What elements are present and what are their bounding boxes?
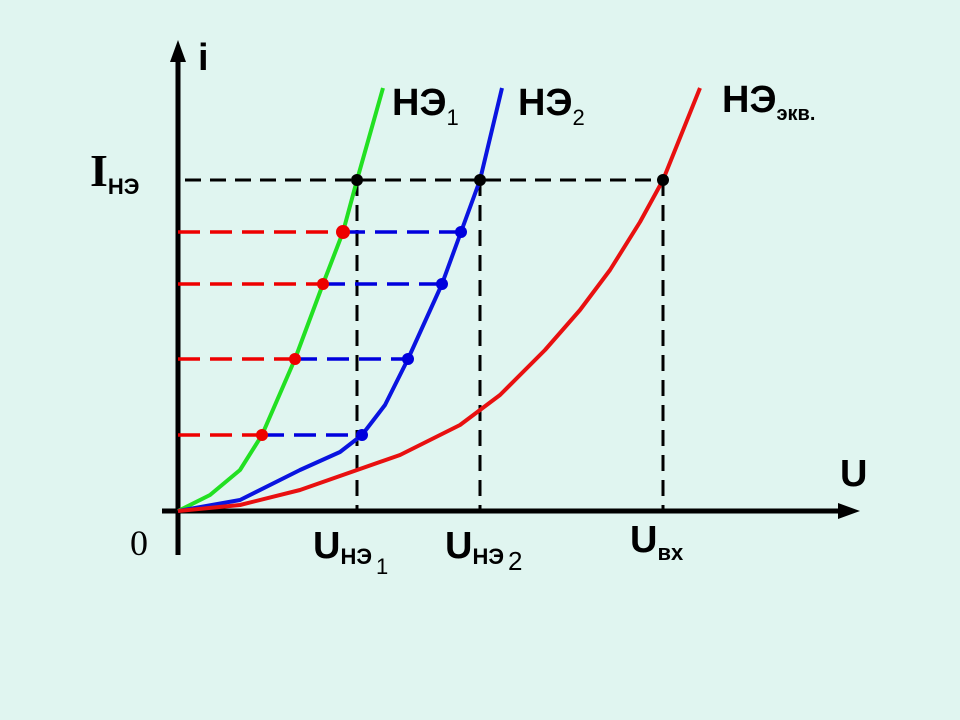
label-main: НЭ [518, 82, 572, 124]
label-sub: НЭ [108, 174, 140, 199]
x-axis-label: U [840, 453, 867, 495]
label-sub: 1 [446, 105, 458, 130]
curve-label: НЭэкв. [722, 79, 815, 125]
label-sub: НЭ [472, 544, 504, 569]
current-label: IНЭ [90, 145, 139, 199]
point [256, 429, 268, 441]
points [256, 174, 669, 441]
voltage-label: UНЭ 1 [313, 525, 388, 579]
label-index: 2 [508, 546, 522, 576]
y-arrow [170, 40, 186, 62]
construction-lines [178, 230, 461, 437]
origin-label: 0 [130, 523, 148, 563]
point [289, 353, 301, 365]
label-index: 1 [376, 554, 388, 579]
point [436, 278, 448, 290]
guides [185, 178, 665, 511]
label-sub: вх [657, 540, 684, 565]
point [455, 226, 467, 238]
label-sub: 2 [572, 105, 584, 130]
voltage-label: UНЭ 2 [445, 525, 522, 576]
label-main: U [313, 525, 340, 567]
label-main: U [630, 519, 657, 561]
point [657, 174, 669, 186]
point [351, 174, 363, 186]
point [317, 278, 329, 290]
curve-label: НЭ1 [392, 82, 459, 130]
point [336, 225, 350, 239]
curve-label: НЭ2 [518, 82, 585, 130]
x-arrow [838, 503, 860, 519]
label-main: НЭ [392, 82, 446, 124]
label-main: НЭ [722, 79, 776, 121]
curve-equivalent [177, 87, 702, 513]
point [474, 174, 486, 186]
label-sub: экв. [776, 103, 815, 125]
label-sub: НЭ [340, 544, 372, 569]
axes [162, 55, 845, 555]
voltage-label: Uвх [630, 519, 684, 565]
curve-ne2 [177, 87, 504, 513]
label-main: I [90, 145, 108, 196]
y-axis-label: i [198, 37, 209, 79]
point [356, 429, 368, 441]
label-main: U [445, 525, 472, 567]
point [402, 353, 414, 365]
